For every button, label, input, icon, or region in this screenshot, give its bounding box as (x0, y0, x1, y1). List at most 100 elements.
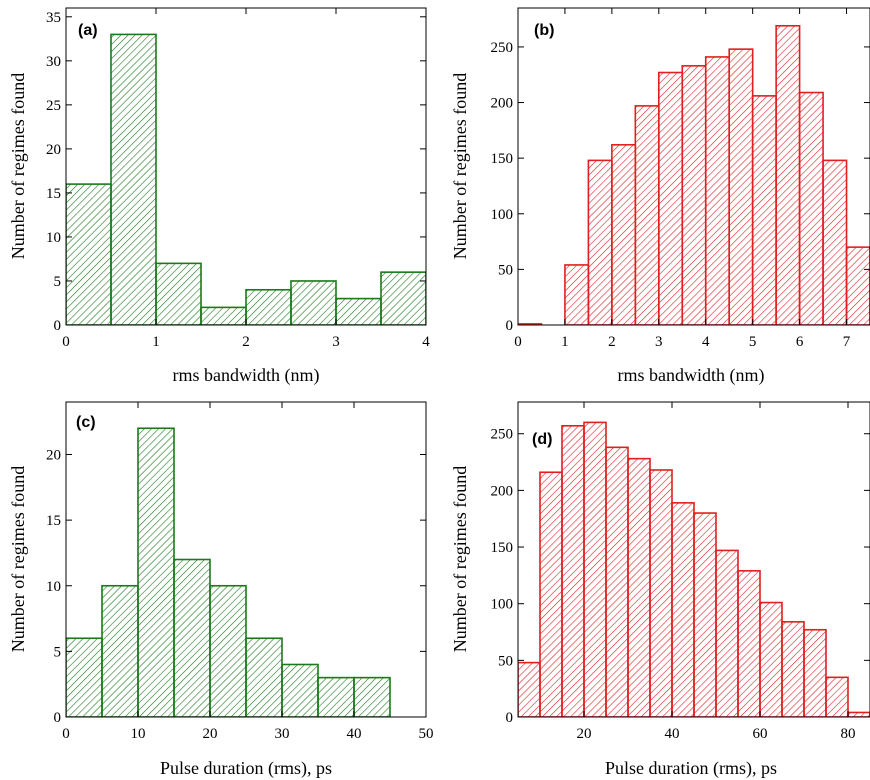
bar-c-8 (353, 676, 391, 717)
panel-label-d: (d) (532, 431, 552, 448)
x-tick-label-c-5: 50 (419, 726, 434, 742)
bar-a-4 (245, 288, 292, 325)
y-tick-label-b-1: 50 (498, 262, 513, 278)
y-tick-label-c-4: 20 (46, 448, 61, 464)
y-tick-label-b-2: 100 (491, 207, 514, 223)
bar-b-2 (564, 264, 590, 325)
x-tick-label-a-3: 3 (332, 334, 340, 350)
bar-a-1 (110, 33, 157, 325)
bar-c-3 (173, 558, 211, 717)
bar-a-6 (335, 297, 382, 325)
y-tick-label-d-0: 0 (506, 710, 514, 726)
bar-a-3 (200, 306, 247, 325)
y-tick-label-c-1: 5 (54, 644, 62, 660)
panel-a: 0 1 2 3 4 0 5 10 15 20 25 30 35 (a) rms bandwidth (n… (8, 7, 430, 386)
bar-d-2 (561, 424, 585, 717)
bar-d-4 (605, 446, 629, 717)
bar-b-4 (611, 144, 637, 325)
x-tick-label-d-2: 60 (753, 726, 768, 742)
x-tick-label-d-1: 40 (665, 726, 680, 742)
y-tick-label-b-3: 150 (491, 151, 514, 167)
bar-d-0 (518, 661, 541, 717)
panel-b: 0 1 2 3 4 5 6 7 0 50 100 150 200 250 (b) rms bandwidt… (450, 7, 870, 386)
x-axis-label-b: rms bandwidth (nm) (618, 365, 765, 386)
bar-a-0 (66, 183, 112, 325)
y-axis-label-a: Number of regimes found (8, 73, 28, 259)
y-tick-label-d-1: 50 (498, 653, 513, 669)
bar-b-3 (587, 159, 613, 325)
y-tick-label-c-0: 0 (54, 710, 62, 726)
y-tick-label-a-0: 0 (54, 318, 62, 334)
bar-c-6 (281, 663, 319, 717)
bar-a-7 (380, 271, 426, 325)
panel-label-c: (c) (76, 414, 96, 431)
panel-c: 0 10 20 30 40 50 0 5 10 15 20 (c) Pulse duration (… (8, 401, 434, 779)
y-tick-label-c-2: 10 (46, 579, 61, 595)
y-tick-label-a-3: 15 (46, 186, 61, 202)
y-tick-label-d-2: 100 (491, 597, 514, 613)
y-tick-label-d-3: 150 (491, 540, 514, 556)
ticks-b: 0 1 2 3 4 5 6 7 0 50 100 150 200 250 (491, 8, 870, 350)
bar-d-3 (583, 421, 607, 717)
bar-b-12 (798, 91, 824, 325)
y-tick-label-a-4: 20 (46, 142, 61, 158)
panel-d: 20 40 60 80 0 50 100 150 200 250 (d) Pulse durati… (450, 401, 870, 779)
y-tick-label-d-4: 200 (491, 483, 514, 499)
bar-d-6 (649, 469, 673, 717)
y-tick-label-a-6: 30 (46, 54, 61, 70)
y-axis-label-c: Number of regimes found (8, 466, 28, 652)
bar-b-11 (775, 24, 801, 325)
bars-a (66, 33, 426, 325)
bar-c-5 (245, 637, 283, 717)
x-tick-label-b-6: 6 (796, 334, 804, 350)
bar-b-6 (657, 71, 684, 325)
y-axis-label-b: Number of regimes found (450, 73, 470, 259)
x-tick-label-a-4: 4 (422, 334, 430, 350)
bars-c (66, 427, 391, 717)
bar-b-10 (751, 95, 777, 325)
x-tick-label-b-2: 2 (608, 334, 616, 350)
y-tick-label-c-3: 15 (46, 513, 61, 529)
x-tick-label-d-3: 80 (841, 726, 856, 742)
y-tick-label-b-5: 250 (491, 40, 514, 56)
bar-b-0 (518, 323, 543, 325)
y-tick-label-a-1: 5 (54, 274, 62, 290)
x-tick-label-c-2: 20 (203, 726, 218, 742)
x-tick-label-c-4: 40 (347, 726, 362, 742)
bar-b-9 (728, 48, 754, 325)
bar-b-8 (704, 56, 731, 325)
bar-d-1 (539, 471, 563, 717)
bars-d (518, 421, 870, 717)
bar-c-7 (317, 676, 355, 717)
plot-frame-b (517, 7, 870, 326)
bar-d-14 (825, 676, 849, 717)
x-tick-label-b-0: 0 (514, 334, 522, 350)
y-tick-label-b-4: 200 (491, 96, 514, 112)
x-tick-label-a-1: 1 (152, 334, 160, 350)
x-axis-label-c: Pulse duration (rms), ps (160, 758, 332, 779)
bar-d-8 (693, 512, 717, 717)
x-tick-label-d-0: 20 (577, 726, 592, 742)
bars-b (518, 24, 870, 325)
bar-a-5 (290, 280, 337, 325)
x-tick-label-c-3: 30 (275, 726, 290, 742)
y-tick-label-d-5: 250 (491, 427, 514, 443)
x-tick-label-c-0: 0 (62, 726, 70, 742)
bar-d-7 (671, 502, 695, 717)
y-tick-label-b-0: 0 (506, 318, 514, 334)
bar-d-10 (737, 570, 761, 717)
bar-d-13 (803, 628, 827, 717)
x-tick-label-b-5: 5 (749, 334, 757, 350)
x-tick-label-c-1: 10 (131, 726, 146, 742)
bar-d-9 (715, 549, 739, 717)
ticks-a: 0 1 2 3 4 0 5 10 15 20 25 30 35 (46, 8, 430, 350)
bar-b-13 (822, 159, 848, 325)
ticks-d: 20 40 60 80 0 50 100 150 200 250 (491, 402, 870, 742)
x-tick-label-a-0: 0 (62, 334, 70, 350)
bar-c-4 (209, 584, 247, 717)
plot-frame-c (65, 401, 427, 718)
bar-c-1 (101, 584, 139, 717)
panel-label-b: (b) (534, 22, 554, 39)
ticks-c: 0 10 20 30 40 50 0 5 10 15 20 (46, 402, 434, 742)
